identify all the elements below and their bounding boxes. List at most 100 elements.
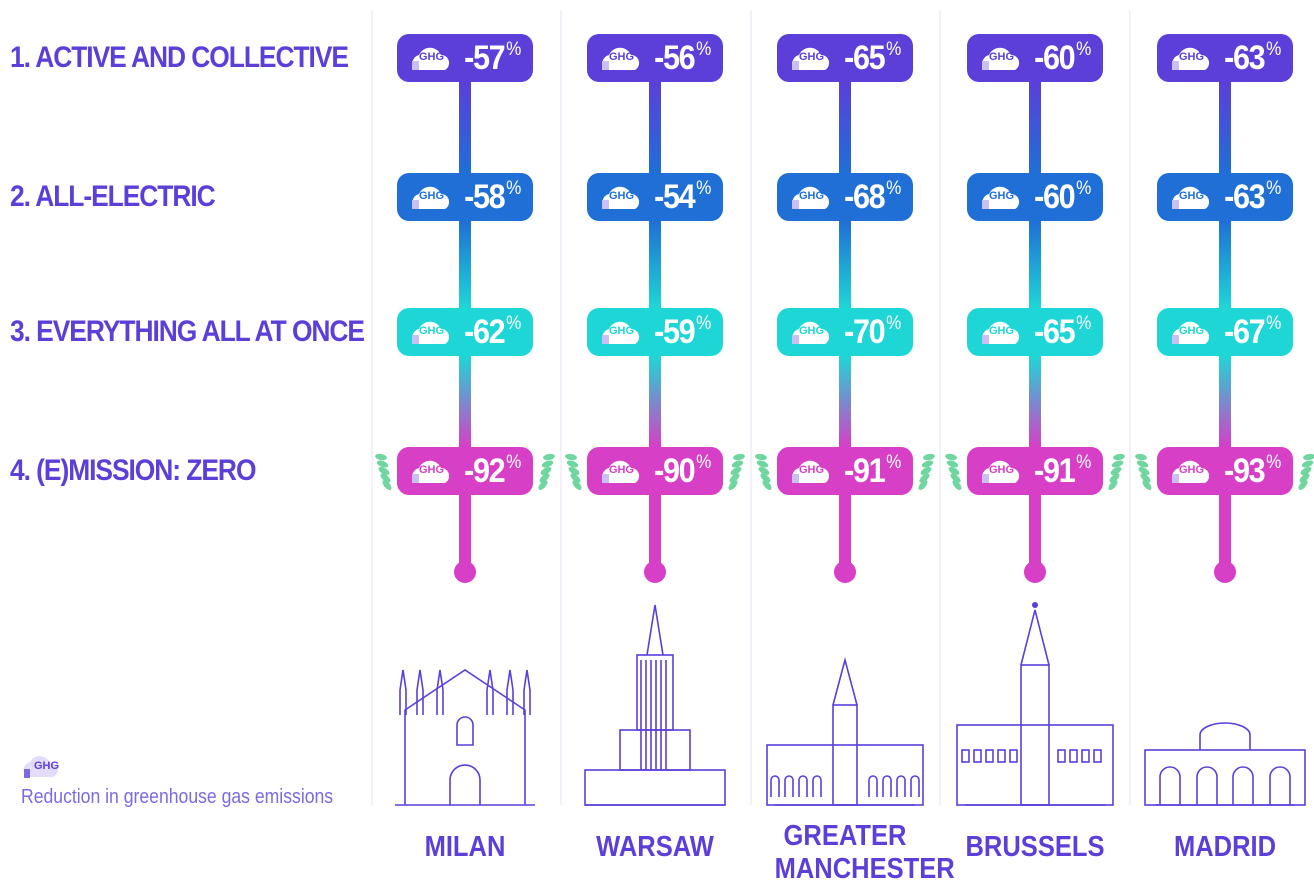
unit: % xyxy=(696,451,711,473)
end-dot xyxy=(1214,561,1236,583)
laurel-leaf xyxy=(948,467,960,475)
connector xyxy=(1219,82,1231,173)
city-name: GREATER MANCHESTER xyxy=(774,820,955,882)
cloud-shape xyxy=(411,321,450,344)
reduction-value: -56% xyxy=(654,38,711,78)
laurel-leaf xyxy=(382,480,392,490)
ghg-label: GHG xyxy=(1178,325,1205,337)
value-text: -91 xyxy=(844,451,886,490)
badge: GHG -92% xyxy=(397,447,533,495)
unit: % xyxy=(1266,451,1281,473)
unit: % xyxy=(696,312,711,334)
laurel-leaf xyxy=(729,473,740,483)
laurel-leaf xyxy=(1113,453,1125,461)
laurel-leaf xyxy=(570,473,581,483)
value-text: -93 xyxy=(1224,451,1266,490)
ghg-icon: GHG xyxy=(977,317,1027,347)
laurel-leaf xyxy=(568,467,580,475)
ghg-icon: GHG xyxy=(597,456,647,486)
laurel-leaf xyxy=(1135,453,1147,461)
unit: % xyxy=(696,177,711,199)
value-text: -54 xyxy=(654,177,696,216)
cloud-shape xyxy=(791,186,830,209)
cloud-shape xyxy=(981,47,1020,70)
reduction-value: -63% xyxy=(1224,178,1281,217)
laurel-leaf xyxy=(1142,480,1152,490)
ghg-label: GHG xyxy=(608,464,635,476)
ghg-label: GHG xyxy=(418,190,445,202)
cloud-shape xyxy=(411,47,450,70)
scenario-label: 2. ALL-ELECTRIC xyxy=(10,180,216,213)
pediment xyxy=(1199,722,1251,750)
unit: % xyxy=(886,451,901,473)
cloud-shape xyxy=(981,460,1020,483)
laurel-leaf xyxy=(1140,473,1151,483)
connector xyxy=(1029,495,1041,567)
spire xyxy=(832,656,858,706)
laurel-leaf xyxy=(728,480,738,490)
laurel-leaf xyxy=(1108,480,1118,490)
ghg-label: GHG xyxy=(418,325,445,337)
arch xyxy=(1159,766,1181,805)
laurel-leaf xyxy=(758,467,770,475)
badge: GHG -90% xyxy=(587,447,723,495)
cloud-shape xyxy=(1171,186,1210,209)
ghg-label: GHG xyxy=(798,325,825,337)
ghg-icon: GHG xyxy=(977,43,1027,73)
badge: GHG -58% xyxy=(397,173,533,221)
laurel-leaf xyxy=(950,473,961,483)
value-text: -56 xyxy=(654,38,696,77)
laurel-leaf xyxy=(1136,460,1149,468)
cloud-shape xyxy=(601,321,640,344)
spire xyxy=(416,669,424,715)
window xyxy=(1009,749,1018,763)
laurel-leaf xyxy=(919,473,930,483)
reduction-value: -70% xyxy=(844,313,901,352)
spire xyxy=(646,604,664,656)
arch xyxy=(1232,766,1254,805)
cloud-shape xyxy=(1171,47,1210,70)
badge: GHG -63% xyxy=(1157,173,1293,221)
unit: % xyxy=(1076,451,1091,473)
ghg-icon: GHG xyxy=(407,182,457,212)
ghg-label: GHG xyxy=(418,51,445,63)
laurel-leaf xyxy=(1303,453,1314,461)
connector xyxy=(1219,356,1231,447)
laurel-leaf xyxy=(541,460,554,468)
ghg-label: GHG xyxy=(608,51,635,63)
reduction-value: -60% xyxy=(1034,39,1091,78)
reduction-value: -57% xyxy=(464,39,521,78)
laurel-leaf xyxy=(918,480,928,490)
reduction-value: -65% xyxy=(1034,313,1091,352)
cloud-shape xyxy=(791,47,830,70)
laurel-leaf xyxy=(1301,460,1314,468)
cloud-shape xyxy=(981,186,1020,209)
value-text: -67 xyxy=(1224,312,1266,351)
reduction-value: -67% xyxy=(1224,312,1281,352)
laurel-leaf xyxy=(565,453,577,461)
unit: % xyxy=(506,312,521,334)
badge: GHG -91% xyxy=(777,447,913,495)
reduction-value: -91% xyxy=(1034,451,1091,491)
laurel-leaf xyxy=(539,473,550,483)
arch xyxy=(868,775,878,797)
scenario-label: 4. (E)MISSION: ZERO xyxy=(10,454,256,487)
reduction-value: -92% xyxy=(464,452,521,491)
scenario-label: 1. ACTIVE AND COLLECTIVE xyxy=(10,41,349,74)
connector xyxy=(649,356,661,447)
ghg-icon: GHG xyxy=(787,317,837,347)
ghg-icon: GHG xyxy=(1167,456,1217,486)
reduction-value: -93% xyxy=(1224,451,1281,491)
reduction-value: -63% xyxy=(1224,39,1281,78)
building xyxy=(956,724,1114,806)
badge: GHG -56% xyxy=(587,34,723,82)
connector xyxy=(1029,356,1041,447)
badge: GHG -59% xyxy=(587,308,723,356)
gate xyxy=(1144,749,1306,806)
laurel-leaf xyxy=(730,467,742,475)
laurel-leaf xyxy=(380,473,391,483)
legend-text: Reduction in greenhouse gas emissions xyxy=(21,786,334,808)
badge: GHG -60% xyxy=(967,173,1103,221)
building xyxy=(619,729,691,771)
end-dot xyxy=(834,561,856,583)
